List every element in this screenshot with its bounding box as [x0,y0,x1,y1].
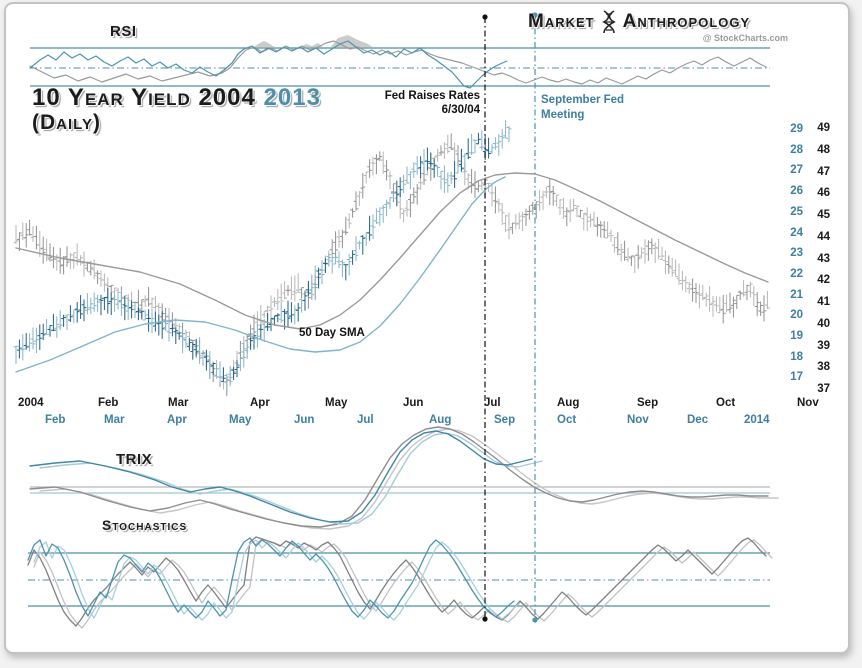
stochastics-panel-label: Stochastics [102,517,188,533]
x-axis-2013-Sep: Sep [494,414,516,426]
x-axis-2013-Jun: Jun [294,414,315,426]
fed-annotation-line2: 6/30/04 [441,104,480,116]
trix-2004-gray [29,426,769,528]
ohlc-2004-gray-bars [13,133,770,397]
y-axis-scale-2004-40: 40 [817,318,830,330]
rsi-2004-gray [29,40,767,85]
y-axis-scale-2013-21: 21 [790,289,803,301]
y-axis-scale-2013-23: 23 [790,247,803,259]
x-axis-2013-Jul: Jul [357,414,374,426]
sma-2013-blue-50day [15,176,506,373]
y-axis-scale-2004-49: 49 [817,122,830,134]
x-axis-2013-Aug: Aug [429,414,452,426]
y-axis-scale-2004-46: 46 [817,187,830,199]
y-axis-scale-2004-41: 41 [817,296,830,308]
y-axis-scale-2013-18: 18 [790,351,803,363]
stoch-2013-blue [27,537,515,619]
y-axis-scale-2004-38: 38 [817,361,830,373]
x-axis-2004-Oct: Oct [716,397,736,409]
y-axis-scale-2013-25: 25 [790,206,803,218]
chart-subtitle-daily: (Daily) [32,111,101,134]
y-axis-scale-2004-43: 43 [817,253,830,265]
y-axis-scale-2013-28: 28 [790,144,803,156]
y-axis-scale-2004-48: 48 [817,144,830,156]
dna-icon [601,10,616,34]
sma-2004-gray [15,172,769,330]
sma-annotation: 50 Day SMA [299,327,365,339]
x-axis-2004-Nov: Nov [797,397,819,409]
x-axis-2004-2004: 2004 [18,397,44,409]
y-axis-scale-2004-37: 37 [817,383,830,395]
ohlc-2013-blue-bars [13,120,512,392]
x-axis-2004-Jun: Jun [403,397,424,409]
y-axis-scale-2004-42: 42 [817,274,830,286]
september-fed-meeting-annotation: September Fed Meeting [541,93,649,123]
chart-title: 10 Year Yield 2004 2013 [32,84,321,112]
fed-raises-rates-annotation: Fed Raises Rates 6/30/04 [330,89,480,117]
x-axis-2004-Jul: Jul [484,397,501,409]
y-axis-scale-2013-19: 19 [790,330,803,342]
fed-annotation-line1: Fed Raises Rates [384,90,480,102]
chart-title-black: 10 Year Yield 2004 [32,84,256,111]
x-axis-2013-May: May [229,414,252,426]
rsi-panel-label: RSI [110,23,137,40]
y-axis-scale-2004-45: 45 [817,209,830,221]
x-axis-2013-Oct: Oct [557,414,577,426]
fed-raises-rates-line-top-dot [482,14,488,20]
brand-market-text: Market [528,11,595,32]
trix-2013-blue-signal [39,432,543,525]
y-axis-scale-2004-47: 47 [817,166,830,178]
chart-title-blue-year: 2013 [263,84,321,111]
x-axis-2004-Feb: Feb [98,397,119,409]
stoch-2004-gray [27,536,767,627]
brand-anthropology-text: Anthropology [622,11,751,32]
y-axis-scale-2013-22: 22 [790,268,803,280]
september-fed-meeting-line-bottom-dot [532,617,538,623]
y-axis-scale-2013-24: 24 [790,227,803,239]
rsi-2013-blue [29,40,508,89]
stockcharts-watermark: @ StockCharts.com [702,33,788,43]
y-axis-scale-2013-26: 26 [790,185,803,197]
x-axis-2013-Apr: Apr [167,414,187,426]
y-axis-scale-2013-27: 27 [790,164,803,176]
september-annotation-line1: September Fed [541,94,625,106]
y-axis-scale-2013-17: 17 [790,371,803,383]
x-axis-2013-Dec: Dec [687,414,709,426]
x-axis-2004-May: May [325,397,348,409]
stoch-2004-gray-signal [33,538,773,629]
september-annotation-line2: Meeting [541,109,585,121]
trix-panel-label: TRIX [116,451,153,468]
fed-raises-rates-line-bottom-dot [482,616,488,622]
x-axis-2013-Feb: Feb [45,414,66,426]
y-axis-scale-2004-39: 39 [817,340,830,352]
stoch-2013-blue-signal [33,539,521,621]
x-axis-2004-Aug: Aug [557,397,580,409]
x-axis-2013-Mar: Mar [104,414,125,426]
x-axis-2004-Sep: Sep [637,397,659,409]
x-axis-2013-2014: 2014 [744,414,770,426]
brand-header: Market Anthropology [528,10,750,34]
y-axis-scale-2013-20: 20 [790,309,803,321]
september-fed-meeting-line-top-dot [532,12,538,18]
trix-2013-blue [29,430,533,523]
x-axis-2013-Nov: Nov [627,414,649,426]
y-axis-scale-2013-29: 29 [790,123,803,135]
rsi-overbought-shade-0 [253,41,276,48]
x-axis-2004-Mar: Mar [168,397,189,409]
x-axis-2004-Apr: Apr [250,397,270,409]
y-axis-scale-2004-44: 44 [817,231,830,243]
chart-canvas-frame [4,2,850,654]
